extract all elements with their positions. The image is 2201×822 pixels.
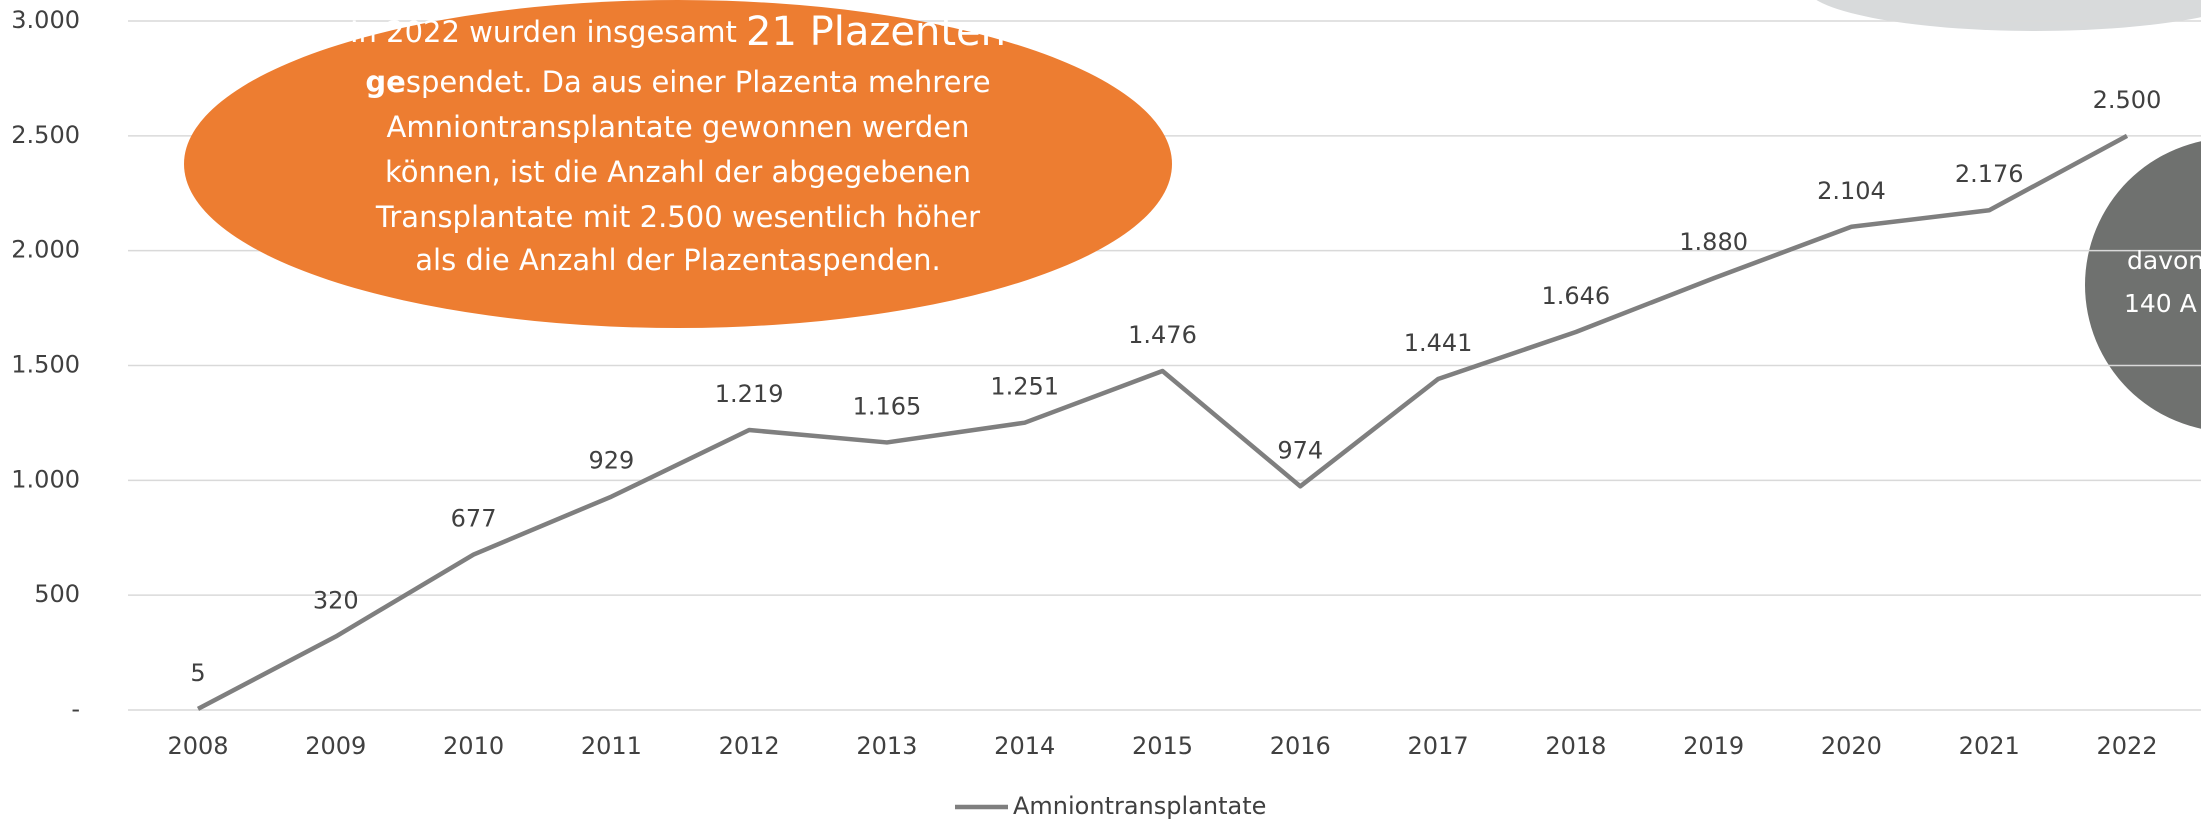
y-tick-label: 1.500 xyxy=(11,351,80,379)
annotation-part: Transplantate mit 2.500 wesentlich höher xyxy=(375,200,980,234)
annotation-text: In 2022 wurden insgesamt 21 Plazenten xyxy=(350,9,1006,55)
annotation-part: Amniontransplantate gewonnen werden xyxy=(387,110,970,144)
x-tick-label: 2018 xyxy=(1545,732,1606,760)
x-tick-label: 2010 xyxy=(443,732,504,760)
x-tick-label: 2020 xyxy=(1821,732,1882,760)
y-tick-label: 2.000 xyxy=(11,236,80,264)
annotation-part: 21 Plazenten xyxy=(746,9,1006,55)
data-label: 1.251 xyxy=(990,373,1059,401)
side-note: 140 A xyxy=(2124,289,2197,318)
data-label: 1.880 xyxy=(1679,228,1748,256)
annotation-text: Transplantate mit 2.500 wesentlich höher xyxy=(375,200,980,234)
annotation-text: können, ist die Anzahl der abgegebenen xyxy=(385,155,971,189)
data-label: 1.646 xyxy=(1541,282,1610,310)
x-tick-label: 2017 xyxy=(1408,732,1469,760)
annotation-part: spendet. Da aus einer Plazenta mehrere xyxy=(406,65,991,99)
x-tick-label: 2009 xyxy=(305,732,366,760)
annotation-text: gespendet. Da aus einer Plazenta mehrere xyxy=(365,65,990,99)
data-label: 320 xyxy=(313,587,359,615)
side-note: davon xyxy=(2127,246,2201,275)
data-label: 929 xyxy=(588,447,634,475)
data-label: 2.176 xyxy=(1955,160,2024,188)
y-tick-label: 2.500 xyxy=(11,121,80,149)
x-tick-label: 2019 xyxy=(1683,732,1744,760)
decor-circle xyxy=(2085,138,2201,432)
annotation-text: als die Anzahl der Plazentaspenden. xyxy=(415,243,940,277)
x-tick-label: 2014 xyxy=(994,732,1055,760)
annotation-part: können, ist die Anzahl der abgegebenen xyxy=(385,155,971,189)
data-label: 5 xyxy=(190,659,205,687)
data-label: 1.219 xyxy=(715,380,784,408)
x-tick-label: 2013 xyxy=(856,732,917,760)
y-tick-label: 3.000 xyxy=(11,6,80,34)
x-tick-label: 2015 xyxy=(1132,732,1193,760)
data-label: 1.476 xyxy=(1128,321,1197,349)
x-tick-label: 2012 xyxy=(719,732,780,760)
y-tick-label: 1.000 xyxy=(11,465,80,493)
data-label: 1.441 xyxy=(1404,329,1473,357)
legend-label: Amniontransplantate xyxy=(1013,792,1266,820)
chart: - 500 1.000 1.500 2.000 2.500 3.000 2008 2009 201… xyxy=(0,0,2201,822)
annotation-part: ge xyxy=(365,65,405,99)
y-tick-label: - xyxy=(71,695,80,723)
decor-shape xyxy=(1805,0,2201,31)
data-label: 974 xyxy=(1277,436,1323,464)
y-tick-label: 500 xyxy=(34,580,80,608)
annotation-text: Amniontransplantate gewonnen werden xyxy=(387,110,970,144)
x-tick-label: 2021 xyxy=(1959,732,2020,760)
x-tick-label: 2022 xyxy=(2096,732,2157,760)
data-label: 2.104 xyxy=(1817,177,1886,205)
data-label: 2.500 xyxy=(2093,86,2162,114)
annotation-part: als die Anzahl der Plazentaspenden. xyxy=(415,243,940,277)
x-tick-label: 2008 xyxy=(167,732,228,760)
annotation-part: In 2022 wurden insgesamt xyxy=(350,15,746,49)
data-label: 1.165 xyxy=(853,392,922,420)
x-tick-label: 2011 xyxy=(581,732,642,760)
x-tick-label: 2016 xyxy=(1270,732,1331,760)
data-label: 677 xyxy=(451,505,497,533)
